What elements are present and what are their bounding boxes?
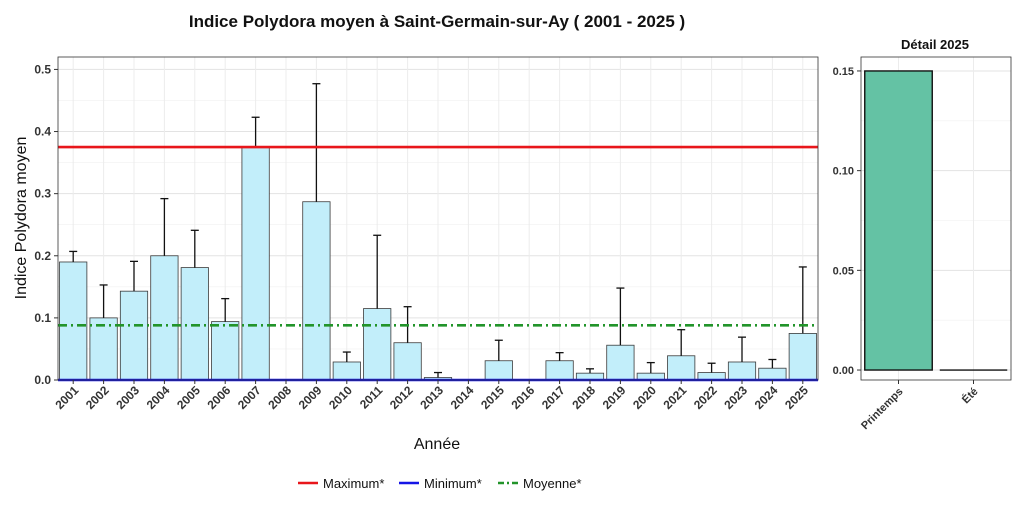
x-tick-label-2025: 2025 — [782, 383, 811, 412]
bar-2009 — [302, 201, 331, 381]
detail-y-tick-label: 0.00 — [833, 365, 854, 377]
x-tick-label-2017: 2017 — [539, 383, 568, 412]
bar-2010 — [332, 361, 361, 381]
x-tick-label-2003: 2003 — [113, 383, 142, 412]
x-tick-label-2018: 2018 — [569, 383, 598, 412]
bar-2025 — [788, 333, 817, 381]
x-axis-title: Année — [414, 436, 460, 453]
x-tick-label-2021: 2021 — [661, 383, 690, 412]
main-y-tick-label: 0.1 — [34, 311, 51, 325]
x-tick-label-2024: 2024 — [752, 383, 781, 412]
bar-2003 — [119, 290, 149, 381]
x-tick-label-2005: 2005 — [174, 383, 203, 412]
bar-2019 — [606, 344, 635, 381]
detail-y-tick-label: 0.10 — [833, 166, 854, 178]
bar-2012 — [393, 342, 422, 381]
x-tick-label-2004: 2004 — [144, 383, 173, 412]
detail-bar-Printemps — [864, 70, 933, 371]
detail-y-tick-label: 0.15 — [833, 66, 854, 78]
main-y-tick-label: 0.5 — [34, 62, 51, 76]
main-y-tick-label: 0.0 — [34, 373, 51, 387]
bar-2006 — [211, 321, 240, 381]
bar-2017 — [545, 360, 574, 381]
detail-y-tick-label: 0.05 — [833, 265, 854, 277]
x-tick-label-2009: 2009 — [296, 383, 325, 412]
x-tick-label-2020: 2020 — [630, 383, 659, 412]
legend-label-maximum: Maximum* — [323, 476, 384, 491]
bar-2007 — [241, 146, 270, 381]
x-tick-label-2012: 2012 — [387, 383, 416, 412]
x-tick-label-2010: 2010 — [326, 383, 355, 412]
bar-2011 — [363, 308, 392, 381]
x-tick-label-2023: 2023 — [721, 383, 750, 412]
legend-label-moyenne: Moyenne* — [523, 476, 582, 491]
bar-2021 — [667, 355, 696, 381]
bar-2005 — [180, 267, 209, 381]
x-tick-label-2008: 2008 — [265, 383, 294, 412]
detail-plot: 0.00 0.05 0.10 0.15 Printemps Été — [833, 56, 1012, 433]
x-tick-label-2007: 2007 — [235, 383, 264, 412]
main-chart-title: Indice Polydora moyen à Saint-Germain-su… — [189, 12, 685, 31]
main-y-tick-label: 0.3 — [34, 187, 51, 201]
main-y-tick-label: 0.2 — [34, 249, 51, 263]
y-axis-title: Indice Polydora moyen — [13, 137, 30, 300]
bar-2001 — [59, 261, 88, 381]
x-tick-label-2013: 2013 — [417, 383, 446, 412]
main-y-tick-label: 0.4 — [34, 125, 51, 139]
bar-2004 — [150, 255, 179, 381]
x-tick-label-2022: 2022 — [691, 383, 720, 412]
x-tick-label-2002: 2002 — [83, 383, 112, 412]
x-tick-label-2015: 2015 — [478, 383, 507, 412]
bar-2023 — [727, 361, 757, 381]
detail-x-tick-label-1: Été — [959, 385, 980, 406]
x-tick-label-2019: 2019 — [600, 383, 629, 412]
x-tick-label-2014: 2014 — [448, 383, 477, 412]
x-tick-label-2001: 2001 — [53, 383, 82, 412]
detail-chart-title: Détail 2025 — [901, 37, 969, 52]
bar-2024 — [758, 367, 787, 381]
detail-x-tick-label-0: Printemps — [859, 386, 906, 433]
bar-2002 — [89, 317, 118, 381]
x-tick-label-2016: 2016 — [509, 383, 538, 412]
x-tick-label-2011: 2011 — [357, 383, 386, 412]
legend: Maximum* Minimum* Moyenne* — [298, 476, 582, 491]
x-tick-label-2006: 2006 — [205, 383, 234, 412]
detail-plot-border — [860, 56, 1012, 381]
legend-label-minimum: Minimum* — [424, 476, 482, 491]
bar-2015 — [484, 360, 513, 381]
